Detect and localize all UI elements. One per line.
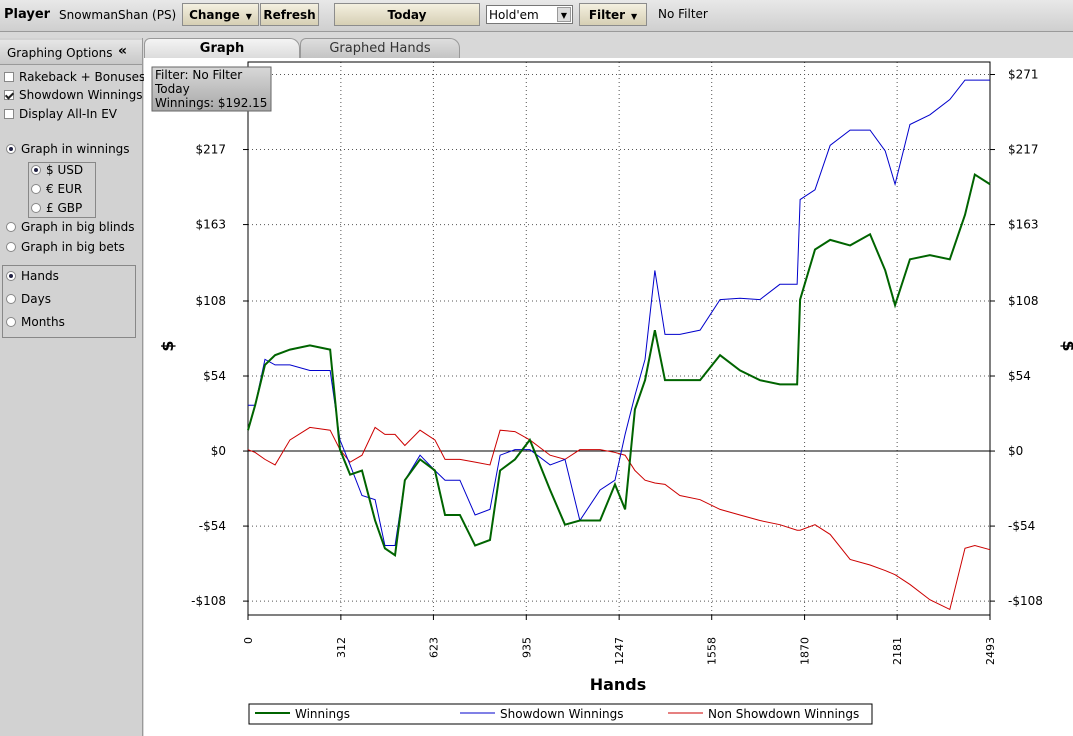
- x-tick-label: 2181: [891, 637, 904, 665]
- y-tick-label: $108: [195, 294, 226, 308]
- sidebar: Graphing Options « Rakeback + Bonuses Sho…: [0, 38, 145, 736]
- radio-indicator: [31, 203, 41, 213]
- game-label: Hold'em: [489, 8, 539, 22]
- option-label: Graph in big blinds: [21, 220, 135, 234]
- radio-indicator: [6, 271, 16, 281]
- filter-status: No Filter: [658, 7, 708, 21]
- player-label: Player: [4, 7, 51, 22]
- annotation-text: Winnings: $192.15: [155, 96, 267, 110]
- option-label: € EUR: [46, 182, 83, 196]
- button-label: Filter: [588, 8, 626, 22]
- y2-tick-label: $217: [1008, 143, 1039, 157]
- y-tick-label: -$54: [199, 519, 226, 533]
- radio-option[interactable]: Graph in big bets: [6, 240, 125, 254]
- button-label: Change: [189, 8, 240, 22]
- series-line: [247, 426, 991, 611]
- toolbar: Player SnowmanShan (PS) Change ▼ Refresh …: [0, 0, 1073, 32]
- option-label: Graph in big bets: [21, 240, 125, 254]
- period-button[interactable]: Today: [334, 3, 480, 26]
- series-line: [247, 172, 991, 558]
- y-axis-label: $: [158, 340, 177, 351]
- legend-label: Showdown Winnings: [500, 707, 624, 721]
- radio-option[interactable]: $ USD: [31, 163, 83, 177]
- change-button[interactable]: Change ▼: [182, 3, 259, 26]
- tab[interactable]: Graph: [144, 38, 300, 58]
- y2-tick-label: -$108: [1008, 594, 1043, 608]
- x-tick-label: 1558: [706, 637, 719, 665]
- x-tick-label: 312: [335, 637, 348, 658]
- option-label: $ USD: [46, 163, 84, 177]
- radio-indicator: [6, 242, 16, 252]
- legend-label: Winnings: [295, 707, 350, 721]
- radio-option[interactable]: € EUR: [31, 182, 82, 196]
- check-indicator: [4, 109, 14, 119]
- y2-tick-label: $163: [1008, 218, 1039, 232]
- y2-tick-label: $0: [1008, 444, 1023, 458]
- option-label: Showdown Winnings: [19, 88, 143, 102]
- checkbox-option[interactable]: Rakeback + Bonuses: [4, 70, 145, 84]
- game-select[interactable]: Hold'em ▼: [486, 5, 573, 24]
- option-label: Days: [21, 292, 51, 306]
- y2-tick-label: $271: [1008, 68, 1039, 82]
- y-tick-label: $217: [195, 143, 226, 157]
- y2-tick-label: $108: [1008, 294, 1039, 308]
- y-tick-label: $54: [203, 369, 226, 383]
- annotation-box: [151, 66, 272, 112]
- legend-box: [248, 703, 873, 725]
- x-tick-label: 623: [427, 637, 440, 658]
- sidebar-header: Graphing Options «: [0, 40, 142, 65]
- radio-indicator: [31, 165, 41, 175]
- y-tick-label: -$108: [191, 594, 226, 608]
- check-indicator: [4, 90, 14, 100]
- chart-background: [144, 58, 1073, 736]
- filter-button[interactable]: Filter ▼: [579, 3, 647, 26]
- tab[interactable]: Graphed Hands: [300, 38, 460, 58]
- x-tick-label: 2493: [984, 637, 997, 665]
- y2-axis-label: $: [1059, 340, 1073, 351]
- chart: -$108 -$108 -$54 -$54 $0 $0 $54 $54 $108 $108 $163…: [144, 58, 1073, 736]
- y2-tick-label: -$54: [1008, 519, 1035, 533]
- radio-option[interactable]: £ GBP: [31, 201, 82, 215]
- radio-indicator: [6, 222, 16, 232]
- sidebar-title: Graphing Options: [7, 46, 113, 60]
- currency-group: [28, 162, 96, 218]
- collapse-button[interactable]: «: [118, 43, 128, 59]
- checkbox-option[interactable]: Showdown Winnings: [4, 88, 143, 102]
- option-label: Graph in winnings: [21, 142, 130, 156]
- option-label: Hands: [21, 269, 59, 283]
- x-tick-label: 1247: [613, 637, 626, 665]
- x-tick-label: 935: [520, 637, 533, 658]
- annotation-text: Filter: No Filter: [155, 68, 242, 82]
- plot-frame: [247, 61, 991, 616]
- option-label: Months: [21, 315, 65, 329]
- radio-indicator: [6, 144, 16, 154]
- x-tick-label: 0: [242, 637, 255, 644]
- y-tick-label: $163: [195, 218, 226, 232]
- radio-option[interactable]: Hands: [6, 269, 59, 283]
- option-label: Rakeback + Bonuses: [19, 70, 146, 84]
- y2-tick-label: $54: [1008, 369, 1031, 383]
- x-axis-label: Hands: [590, 675, 647, 694]
- radio-indicator: [31, 184, 41, 194]
- option-label: Display All-In EV: [19, 107, 118, 121]
- radio-option[interactable]: Graph in big blinds: [6, 220, 135, 234]
- check-indicator: [4, 72, 14, 82]
- x-mode-group: [2, 265, 136, 338]
- series-line: [248, 79, 990, 547]
- radio-option[interactable]: Graph in winnings: [6, 142, 130, 156]
- radio-option[interactable]: Days: [6, 292, 51, 306]
- annotation-text: Today: [154, 82, 190, 96]
- player-name: SnowmanShan (PS): [59, 8, 177, 22]
- radio-indicator: [6, 317, 16, 327]
- radio-option[interactable]: Months: [6, 315, 65, 329]
- option-label: £ GBP: [46, 201, 83, 215]
- radio-indicator: [6, 294, 16, 304]
- y-tick-label: $0: [211, 444, 226, 458]
- legend-label: Non Showdown Winnings: [708, 707, 859, 721]
- checkbox-option[interactable]: Display All-In EV: [4, 107, 117, 121]
- refresh-button[interactable]: Refresh: [260, 3, 319, 26]
- x-tick-label: 1870: [799, 637, 812, 665]
